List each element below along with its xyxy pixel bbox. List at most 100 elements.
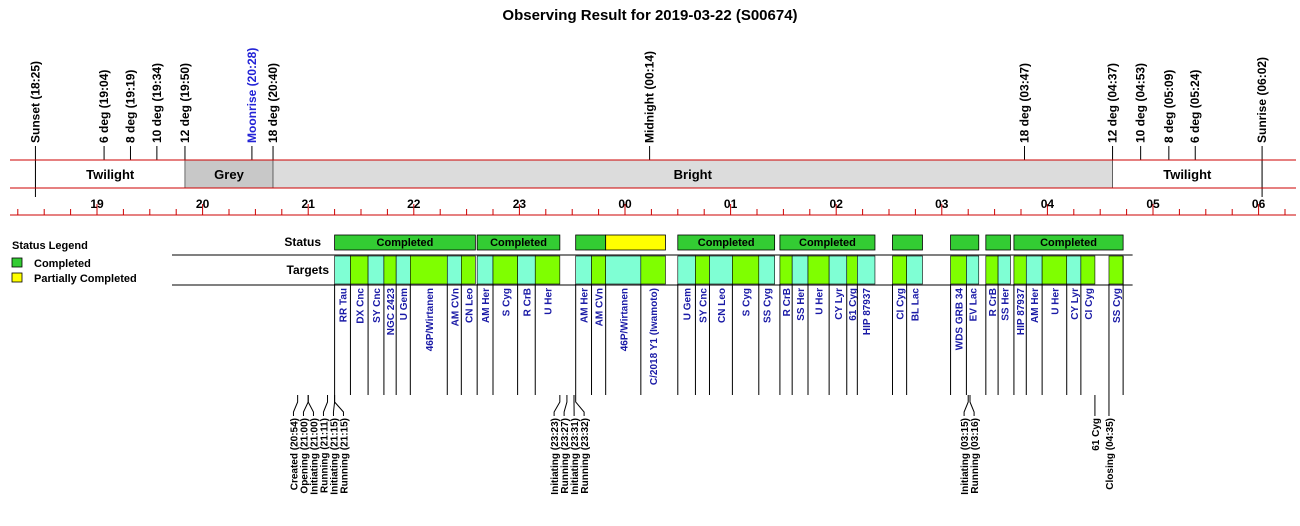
target-label: HIP 87937 <box>862 288 873 336</box>
log-label: Initiating (23:23) <box>550 418 561 495</box>
log-label: Created (20:54) <box>289 418 300 490</box>
status-row: Completed Completed Completed Completed Comp… <box>334 234 1124 251</box>
target-block <box>846 255 858 285</box>
event-label: Sunset (18:25) <box>28 61 42 143</box>
target-label: S Cyg <box>501 288 512 316</box>
log-label: Running (23:32) <box>580 418 591 494</box>
moon-band-label: Twilight <box>86 167 135 182</box>
chart-title: Observing Result for 2019-03-22 (S00674) <box>502 7 797 24</box>
event-label: 12 deg (04:37) <box>1106 63 1120 143</box>
target-block <box>791 255 809 285</box>
log-leader <box>563 395 568 416</box>
log-leader <box>334 395 344 416</box>
event-label: 18 deg (20:40) <box>266 63 280 143</box>
target-block <box>1108 255 1124 285</box>
target-block <box>334 255 351 285</box>
status-segment <box>575 234 607 251</box>
event-label: Sunrise (06:02) <box>1255 57 1269 143</box>
log-label: Running (21:15) <box>339 418 350 494</box>
target-label: AM CVn <box>450 288 461 326</box>
log-leader <box>322 395 329 416</box>
target-label: CI Cyg <box>896 288 907 320</box>
hour-label: 00 <box>618 197 632 211</box>
target-block <box>828 255 848 285</box>
log-label: 61 Cyg <box>1091 418 1102 451</box>
log-entries: Created (20:54) Opening (21:00) Initiating… <box>289 395 1116 495</box>
target-block <box>640 255 666 285</box>
target-block <box>591 255 606 285</box>
log-leader <box>302 395 309 416</box>
target-label: AM Her <box>481 288 492 323</box>
legend-swatch <box>11 257 23 268</box>
event-label: 18 deg (03:47) <box>1017 63 1031 143</box>
moon-band <box>272 159 1113 189</box>
log-leader <box>963 395 969 416</box>
target-label: AM Her <box>580 288 591 323</box>
target-label: EV Lac <box>969 288 980 322</box>
moon-phase-bands: Twilight Grey Bright Twilight <box>10 159 1296 197</box>
target-label: 46P/Wirtanen <box>619 288 630 351</box>
log-leader <box>307 395 314 416</box>
status-segment <box>779 234 876 251</box>
moon-band-label: Bright <box>674 167 713 182</box>
legend-item-label: Partially Completed <box>34 273 137 285</box>
status-segment <box>605 234 666 251</box>
target-label: C/2018 Y1 (Iwamoto) <box>649 288 660 385</box>
log-label: Initiating (21:00) <box>309 418 320 495</box>
target-block <box>534 255 561 285</box>
targets-row-label: Targets <box>287 263 330 277</box>
target-block <box>779 255 793 285</box>
status-segment <box>476 234 561 251</box>
event-label: 12 deg (19:50) <box>178 63 192 143</box>
target-block <box>517 255 536 285</box>
log-label: Running (21:11) <box>319 418 330 493</box>
target-block <box>383 255 397 285</box>
hour-label: 04 <box>1041 197 1055 211</box>
target-block <box>807 255 830 285</box>
hour-label: 22 <box>407 197 421 211</box>
target-block <box>985 255 999 285</box>
event-markers: Sunset (18:25) 6 deg (19:04) 8 deg (19:19)… <box>28 48 1269 160</box>
target-label: U Her <box>815 288 826 315</box>
target-label: 61 Cyg <box>848 288 859 321</box>
log-label: Running (03:16) <box>970 418 981 494</box>
status-segment-label: Completed <box>1040 237 1097 249</box>
legend-swatch <box>11 272 23 283</box>
event-label: 8 deg (19:19) <box>123 70 137 143</box>
status-segment <box>892 234 923 251</box>
target-block <box>857 255 876 285</box>
target-block <box>1066 255 1082 285</box>
log-label: Closing (04:35) <box>1105 418 1116 490</box>
target-label: R CrB <box>522 288 533 316</box>
target-block <box>906 255 923 285</box>
target-block <box>1025 255 1043 285</box>
target-label: U Gem <box>399 288 410 320</box>
legend-item-label: Completed <box>34 258 91 270</box>
status-segment-label: Completed <box>490 237 547 249</box>
target-label: AM CVn <box>595 288 606 326</box>
target-block <box>605 255 642 285</box>
log-label: Initiating (21:15) <box>329 418 340 495</box>
target-block <box>1013 255 1027 285</box>
target-block <box>410 255 448 285</box>
event-label: Midnight (00:14) <box>643 51 657 143</box>
target-label: CN Leo <box>464 288 475 323</box>
target-label: CY Lyr <box>834 288 845 320</box>
status-row-label: Status <box>284 235 321 249</box>
target-label: SS Cyg <box>1112 288 1123 323</box>
moon-band-label: Grey <box>214 167 244 182</box>
target-label: CN Leo <box>717 288 728 323</box>
target-block <box>677 255 696 285</box>
target-block <box>892 255 907 285</box>
target-label: U Her <box>544 288 555 315</box>
target-block <box>350 255 369 285</box>
log-label: Running (23:27) <box>560 418 571 494</box>
hour-label: 05 <box>1146 197 1160 211</box>
target-block <box>1080 255 1096 285</box>
hour-axis: 19 20 21 22 23 00 01 02 03 04 05 06 <box>10 197 1296 216</box>
legend-title: Status Legend <box>12 240 88 252</box>
target-block <box>461 255 476 285</box>
hour-label: 03 <box>935 197 949 211</box>
target-label: 46P/Wirtanen <box>425 288 436 351</box>
